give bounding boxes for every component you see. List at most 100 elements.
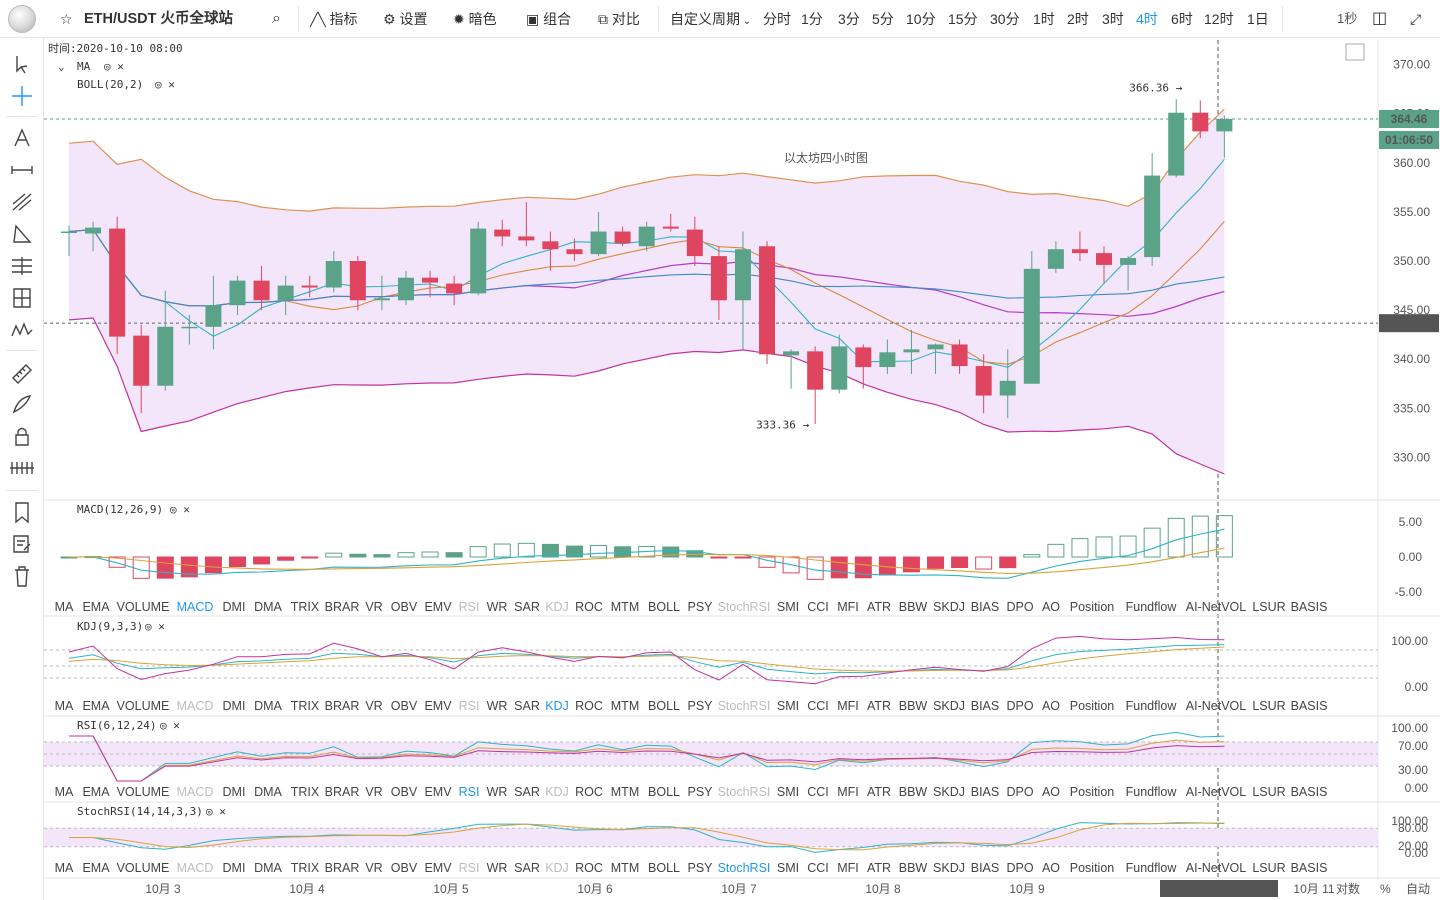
indicator-tab-ao[interactable]: AO bbox=[1042, 600, 1060, 614]
trend-lines-icon[interactable] bbox=[6, 188, 38, 216]
indicator-tab-skdj[interactable]: SKDJ bbox=[933, 785, 965, 799]
indicator-tab-position[interactable]: Position bbox=[1070, 699, 1115, 713]
indicator-tab-sar[interactable]: SAR bbox=[514, 600, 540, 614]
indicator-tab-vr[interactable]: VR bbox=[365, 600, 382, 614]
indicator-tab-dmi[interactable]: DMI bbox=[223, 699, 246, 713]
indicator-tab-vr[interactable]: VR bbox=[365, 785, 382, 799]
indicator-tab-boll[interactable]: BOLL bbox=[648, 600, 680, 614]
indicator-tab-atr[interactable]: ATR bbox=[867, 699, 891, 713]
indicator-tab-lsur[interactable]: LSUR bbox=[1252, 785, 1285, 799]
settings-button[interactable]: ⚙ 设置 bbox=[383, 0, 427, 38]
indicator-tab-volume[interactable]: VOLUME bbox=[117, 699, 170, 713]
indicator-tab-dmi[interactable]: DMI bbox=[223, 861, 246, 875]
indicator-tab-brar[interactable]: BRAR bbox=[325, 785, 360, 799]
indicator-tab-trix[interactable]: TRIX bbox=[291, 785, 320, 799]
horizontal-line-icon[interactable] bbox=[6, 156, 38, 184]
indicator-tab-volume[interactable]: VOLUME bbox=[117, 785, 170, 799]
indicator-tab-cci[interactable]: CCI bbox=[807, 785, 829, 799]
indicator-tab-emv[interactable]: EMV bbox=[424, 699, 452, 713]
indicator-tab-cci[interactable]: CCI bbox=[807, 861, 829, 875]
indicator-tab-basis[interactable]: BASIS bbox=[1291, 600, 1328, 614]
period-10[interactable]: 4时 bbox=[1136, 11, 1158, 27]
period-8[interactable]: 2时 bbox=[1067, 11, 1089, 27]
indicator-tab-dpo[interactable]: DPO bbox=[1006, 699, 1033, 713]
indicator-tab-fundflow[interactable]: Fundflow bbox=[1126, 785, 1178, 799]
dark-mode-button[interactable]: ✹ 暗色 bbox=[453, 0, 497, 38]
indicator-tab-emv[interactable]: EMV bbox=[424, 861, 452, 875]
indicator-tab-bias[interactable]: BIAS bbox=[971, 600, 1000, 614]
compare-button[interactable]: ⧉ 对比 bbox=[598, 0, 640, 38]
cursor-arrow-icon[interactable] bbox=[6, 50, 38, 78]
refresh-interval[interactable]: 1秒 bbox=[1337, 11, 1358, 26]
indicator-tab-fundflow[interactable]: Fundflow bbox=[1126, 699, 1178, 713]
indicator-tab-stochrsi[interactable]: StochRSI bbox=[718, 600, 771, 614]
indicator-tab-emv[interactable]: EMV bbox=[424, 785, 452, 799]
indicator-tab-macd[interactable]: MACD bbox=[177, 699, 214, 713]
indicator-tab-bias[interactable]: BIAS bbox=[971, 699, 1000, 713]
magnet-icon[interactable] bbox=[6, 454, 38, 482]
period-1[interactable]: 1分 bbox=[801, 11, 823, 27]
indicator-tab-obv[interactable]: OBV bbox=[391, 699, 418, 713]
pattern-icon[interactable] bbox=[6, 316, 38, 344]
indicator-tab-dmi[interactable]: DMI bbox=[223, 785, 246, 799]
indicator-tab-mtm[interactable]: MTM bbox=[611, 699, 639, 713]
indicator-tab-ai-netvol[interactable]: AI-NetVOL bbox=[1186, 699, 1246, 713]
combo-button[interactable]: ▣ 组合 bbox=[526, 0, 571, 38]
brush-icon[interactable] bbox=[6, 390, 38, 418]
fullscreen-icon[interactable]: ⤢ bbox=[1410, 11, 1422, 27]
period-4[interactable]: 10分 bbox=[906, 11, 936, 27]
percent-toggle[interactable]: % bbox=[1380, 882, 1391, 896]
indicator-tab-bbw[interactable]: BBW bbox=[899, 861, 928, 875]
indicator-tab-ao[interactable]: AO bbox=[1042, 785, 1060, 799]
indicator-tab-emv[interactable]: EMV bbox=[424, 600, 452, 614]
triangle-tool-icon[interactable] bbox=[6, 220, 38, 248]
indicator-tab-vr[interactable]: VR bbox=[365, 699, 382, 713]
indicator-tab-basis[interactable]: BASIS bbox=[1291, 785, 1328, 799]
indicator-tab-sar[interactable]: SAR bbox=[514, 861, 540, 875]
indicator-tab-kdj[interactable]: KDJ bbox=[545, 600, 569, 614]
indicator-tab-kdj[interactable]: KDJ bbox=[545, 861, 569, 875]
period-11[interactable]: 6时 bbox=[1171, 11, 1193, 27]
indicator-tab-brar[interactable]: BRAR bbox=[325, 699, 360, 713]
indicator-tab-mtm[interactable]: MTM bbox=[611, 861, 639, 875]
crosshair-icon[interactable] bbox=[6, 82, 38, 110]
indicator-tab-mtm[interactable]: MTM bbox=[611, 785, 639, 799]
auto-scale-toggle[interactable]: 自动 bbox=[1406, 882, 1430, 896]
indicator-tab-trix[interactable]: TRIX bbox=[291, 600, 320, 614]
edit-list-icon[interactable] bbox=[6, 530, 38, 558]
custom-period-dropdown[interactable]: 自定义周期 ⌄ bbox=[670, 0, 751, 38]
indicator-tab-bias[interactable]: BIAS bbox=[971, 861, 1000, 875]
indicator-tab-vr[interactable]: VR bbox=[365, 861, 382, 875]
indicator-tab-stochrsi[interactable]: StochRSI bbox=[718, 785, 771, 799]
indicator-tab-smi[interactable]: SMI bbox=[777, 600, 799, 614]
indicator-tab-skdj[interactable]: SKDJ bbox=[933, 600, 965, 614]
indicator-tab-mfi[interactable]: MFI bbox=[837, 861, 859, 875]
indicator-tab-obv[interactable]: OBV bbox=[391, 785, 418, 799]
indicator-tab-psy[interactable]: PSY bbox=[687, 600, 713, 614]
indicator-tab-skdj[interactable]: SKDJ bbox=[933, 861, 965, 875]
grid-box-icon[interactable] bbox=[6, 284, 38, 312]
indicator-tab-rsi[interactable]: RSI bbox=[459, 600, 480, 614]
symbol-label[interactable]: ETH/USDT 火币全球站 bbox=[84, 11, 234, 27]
indicator-tab-bbw[interactable]: BBW bbox=[899, 699, 928, 713]
indicator-tab-skdj[interactable]: SKDJ bbox=[933, 699, 965, 713]
indicator-tab-roc[interactable]: ROC bbox=[575, 861, 603, 875]
period-3[interactable]: 5分 bbox=[872, 11, 894, 27]
indicator-tab-ma[interactable]: MA bbox=[55, 600, 74, 614]
indicator-tab-rsi[interactable]: RSI bbox=[459, 699, 480, 713]
indicator-tab-ema[interactable]: EMA bbox=[82, 861, 110, 875]
camera-icon[interactable]: ◫ bbox=[1372, 10, 1388, 27]
indicator-tab-volume[interactable]: VOLUME bbox=[117, 600, 170, 614]
indicator-tab-wr[interactable]: WR bbox=[487, 861, 508, 875]
indicator-tab-fundflow[interactable]: Fundflow bbox=[1126, 600, 1178, 614]
indicator-tab-ema[interactable]: EMA bbox=[82, 785, 110, 799]
indicator-tab-ema[interactable]: EMA bbox=[82, 699, 110, 713]
indicator-tab-basis[interactable]: BASIS bbox=[1291, 699, 1328, 713]
indicator-tab-dma[interactable]: DMA bbox=[254, 699, 282, 713]
indicator-tab-ai-netvol[interactable]: AI-NetVOL bbox=[1186, 600, 1246, 614]
indicator-tab-rsi[interactable]: RSI bbox=[459, 861, 480, 875]
log-scale-toggle[interactable]: 对数 bbox=[1336, 881, 1360, 896]
indicator-tab-trix[interactable]: TRIX bbox=[291, 861, 320, 875]
indicator-tab-dpo[interactable]: DPO bbox=[1006, 785, 1033, 799]
